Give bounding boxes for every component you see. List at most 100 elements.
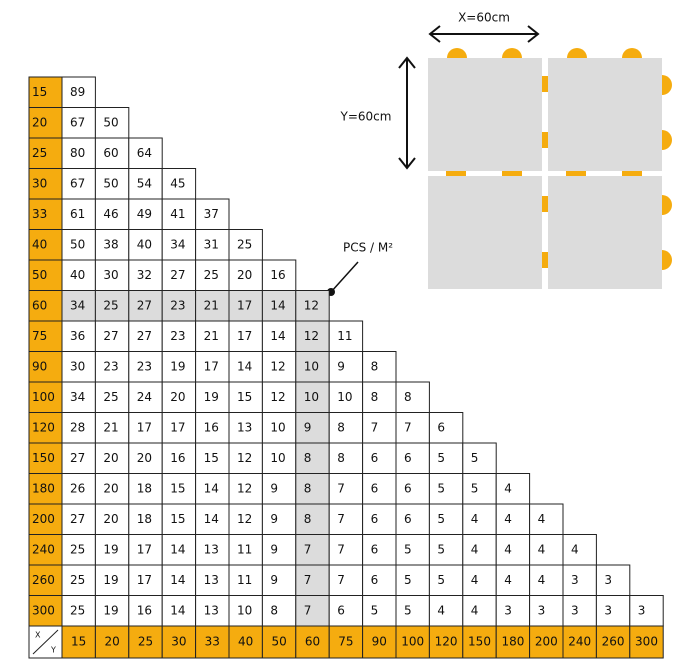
table-cell xyxy=(61,290,96,322)
cell-value: 25 xyxy=(103,298,118,312)
cell-value: 6 xyxy=(404,512,412,526)
table-cell xyxy=(462,503,497,535)
row-header xyxy=(28,381,63,413)
corner-x: X xyxy=(35,631,41,640)
table-cell xyxy=(228,595,263,627)
table-cell xyxy=(362,442,397,474)
cell-value: 21 xyxy=(103,420,118,434)
y-size-label: Y=60cm xyxy=(340,110,392,124)
cell-value: 20 xyxy=(137,451,152,465)
cell-value: 4 xyxy=(538,573,546,587)
cell-value: 34 xyxy=(70,390,85,404)
table-cell xyxy=(61,198,96,230)
cell-value: 11 xyxy=(237,542,252,556)
table-cell xyxy=(228,290,263,322)
column-header xyxy=(595,625,631,659)
table-cell xyxy=(362,351,397,383)
table-cell xyxy=(495,473,531,505)
table-cell xyxy=(195,564,230,596)
table-cell xyxy=(195,198,230,230)
cell-value: 4 xyxy=(471,603,479,617)
cell-value: 23 xyxy=(103,359,118,373)
cell-value: 8 xyxy=(304,481,312,495)
table-cell xyxy=(61,534,96,566)
cell-value: 5 xyxy=(437,573,445,587)
table-cell xyxy=(94,168,130,200)
cell-value: 19 xyxy=(103,542,118,556)
cell-value: 67 xyxy=(70,176,85,190)
table-cell xyxy=(328,595,364,627)
table-cell xyxy=(428,534,464,566)
cell-value: 12 xyxy=(237,451,252,465)
cell-value: 25 xyxy=(70,542,85,556)
cell-value: 27 xyxy=(137,329,152,343)
cell-value: 19 xyxy=(170,359,185,373)
cell-value: 7 xyxy=(337,542,345,556)
table-cell xyxy=(94,534,130,566)
table-cell xyxy=(128,137,163,169)
table-cell xyxy=(228,412,263,444)
table-cell xyxy=(328,503,364,535)
table-cell xyxy=(562,564,597,596)
table-cell xyxy=(61,320,96,352)
table-cell xyxy=(495,564,531,596)
row-label: 60 xyxy=(32,298,47,312)
cell-value: 21 xyxy=(204,329,219,343)
cell-value: 3 xyxy=(504,603,512,617)
cell-value: 19 xyxy=(204,390,219,404)
cell-value: 8 xyxy=(371,390,379,404)
table-cell xyxy=(462,534,497,566)
cell-value: 54 xyxy=(137,176,152,190)
column-label: 30 xyxy=(171,635,186,649)
table-cell xyxy=(328,351,364,383)
cell-value: 15 xyxy=(170,481,185,495)
cell-value: 4 xyxy=(538,542,546,556)
row-label: 20 xyxy=(32,115,47,129)
cell-value: 50 xyxy=(103,176,118,190)
table-cell xyxy=(61,564,96,596)
table-cell xyxy=(61,229,96,261)
cell-value: 14 xyxy=(237,359,252,373)
table-cell xyxy=(428,442,464,474)
tile-diagram: X=60cm Y=60cm PCS / M² xyxy=(327,11,672,296)
cell-value: 61 xyxy=(70,207,85,221)
cell-value: 4 xyxy=(571,542,579,556)
cell-value: 32 xyxy=(137,268,152,282)
cell-value: 25 xyxy=(70,603,85,617)
cell-value: 9 xyxy=(304,420,312,434)
column-label: 300 xyxy=(635,635,658,649)
cell-value: 3 xyxy=(571,603,579,617)
row-label: 33 xyxy=(32,207,47,221)
table-cell xyxy=(161,259,197,291)
cell-value: 23 xyxy=(170,329,185,343)
row-label: 200 xyxy=(32,512,55,526)
table-cell xyxy=(328,473,364,505)
column-label: 25 xyxy=(138,635,153,649)
table-cell xyxy=(462,595,497,627)
cell-value: 17 xyxy=(137,573,152,587)
table-cell xyxy=(195,503,230,535)
cell-value: 10 xyxy=(337,390,352,404)
cell-value: 10 xyxy=(237,603,252,617)
table-cell xyxy=(128,320,163,352)
column-header xyxy=(529,625,564,659)
cell-value: 5 xyxy=(471,481,479,495)
table-cell xyxy=(161,290,197,322)
column-header xyxy=(362,625,397,659)
cell-value: 23 xyxy=(170,298,185,312)
cell-value: 12 xyxy=(304,329,319,343)
table-cell xyxy=(161,534,197,566)
column-header xyxy=(61,625,96,659)
row-header xyxy=(28,320,63,352)
cell-value: 15 xyxy=(237,390,252,404)
table-cell xyxy=(228,259,263,291)
cell-value: 40 xyxy=(137,237,152,251)
cell-value: 28 xyxy=(70,420,85,434)
cell-value: 5 xyxy=(471,451,479,465)
table-cell xyxy=(295,534,330,566)
table-cell xyxy=(61,473,96,505)
row-header xyxy=(28,259,63,291)
table-cell xyxy=(161,168,197,200)
column-label: 180 xyxy=(501,635,524,649)
column-label: 20 xyxy=(104,635,119,649)
